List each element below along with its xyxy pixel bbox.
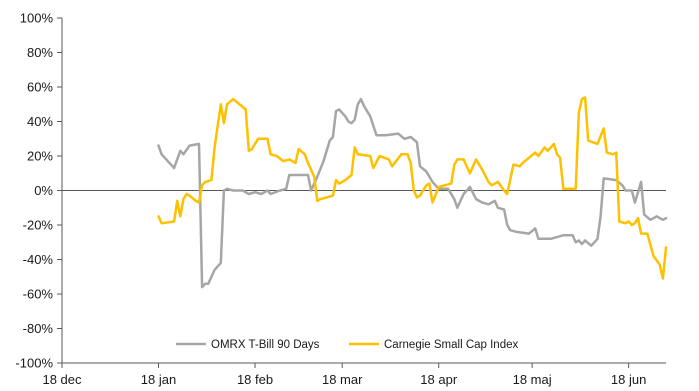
y-tick-label: -100% [15,356,53,371]
series-lines [157,96,668,289]
x-axis-ticks: 18 dec 18 jan 18 feb 18 mar 18 apr 18 maj 18 j… [42,362,666,387]
y-tick-label: 60% [27,80,53,95]
y-axis-ticks: 100% 80% 60% 40% 20% 0% -20% -40% -60% -80% -100% [15,11,62,371]
y-tick-label: 80% [27,45,53,60]
y-tick-label: -40% [23,252,54,267]
x-tick-label: 18 dec [42,372,82,387]
series-line-carnegie-small-cap-index [157,96,668,280]
y-tick-label: 40% [27,114,53,129]
axes [61,18,666,363]
y-tick-label: -80% [23,321,54,336]
legend: OMRX T-Bill 90 Days Carnegie Small Cap In… [176,339,518,351]
y-tick-label: -20% [23,218,54,233]
y-tick-label: 100% [20,11,54,26]
legend-label: Carnegie Small Cap Index [384,339,518,351]
x-tick-label: 18 maj [513,372,552,387]
x-tick-label: 18 jan [141,372,176,387]
y-tick-label: 20% [27,149,53,164]
legend-label: OMRX T-Bill 90 Days [211,339,320,351]
x-tick-label: 18 feb [237,372,273,387]
x-tick-label: 18 apr [420,372,458,387]
y-tick-label: 0% [34,183,53,198]
x-tick-label: 18 mar [322,372,363,387]
x-tick-label: 18 jun [611,372,646,387]
y-tick-label: -60% [23,287,54,302]
series-line-omrx-t-bill-90-days [157,97,668,289]
